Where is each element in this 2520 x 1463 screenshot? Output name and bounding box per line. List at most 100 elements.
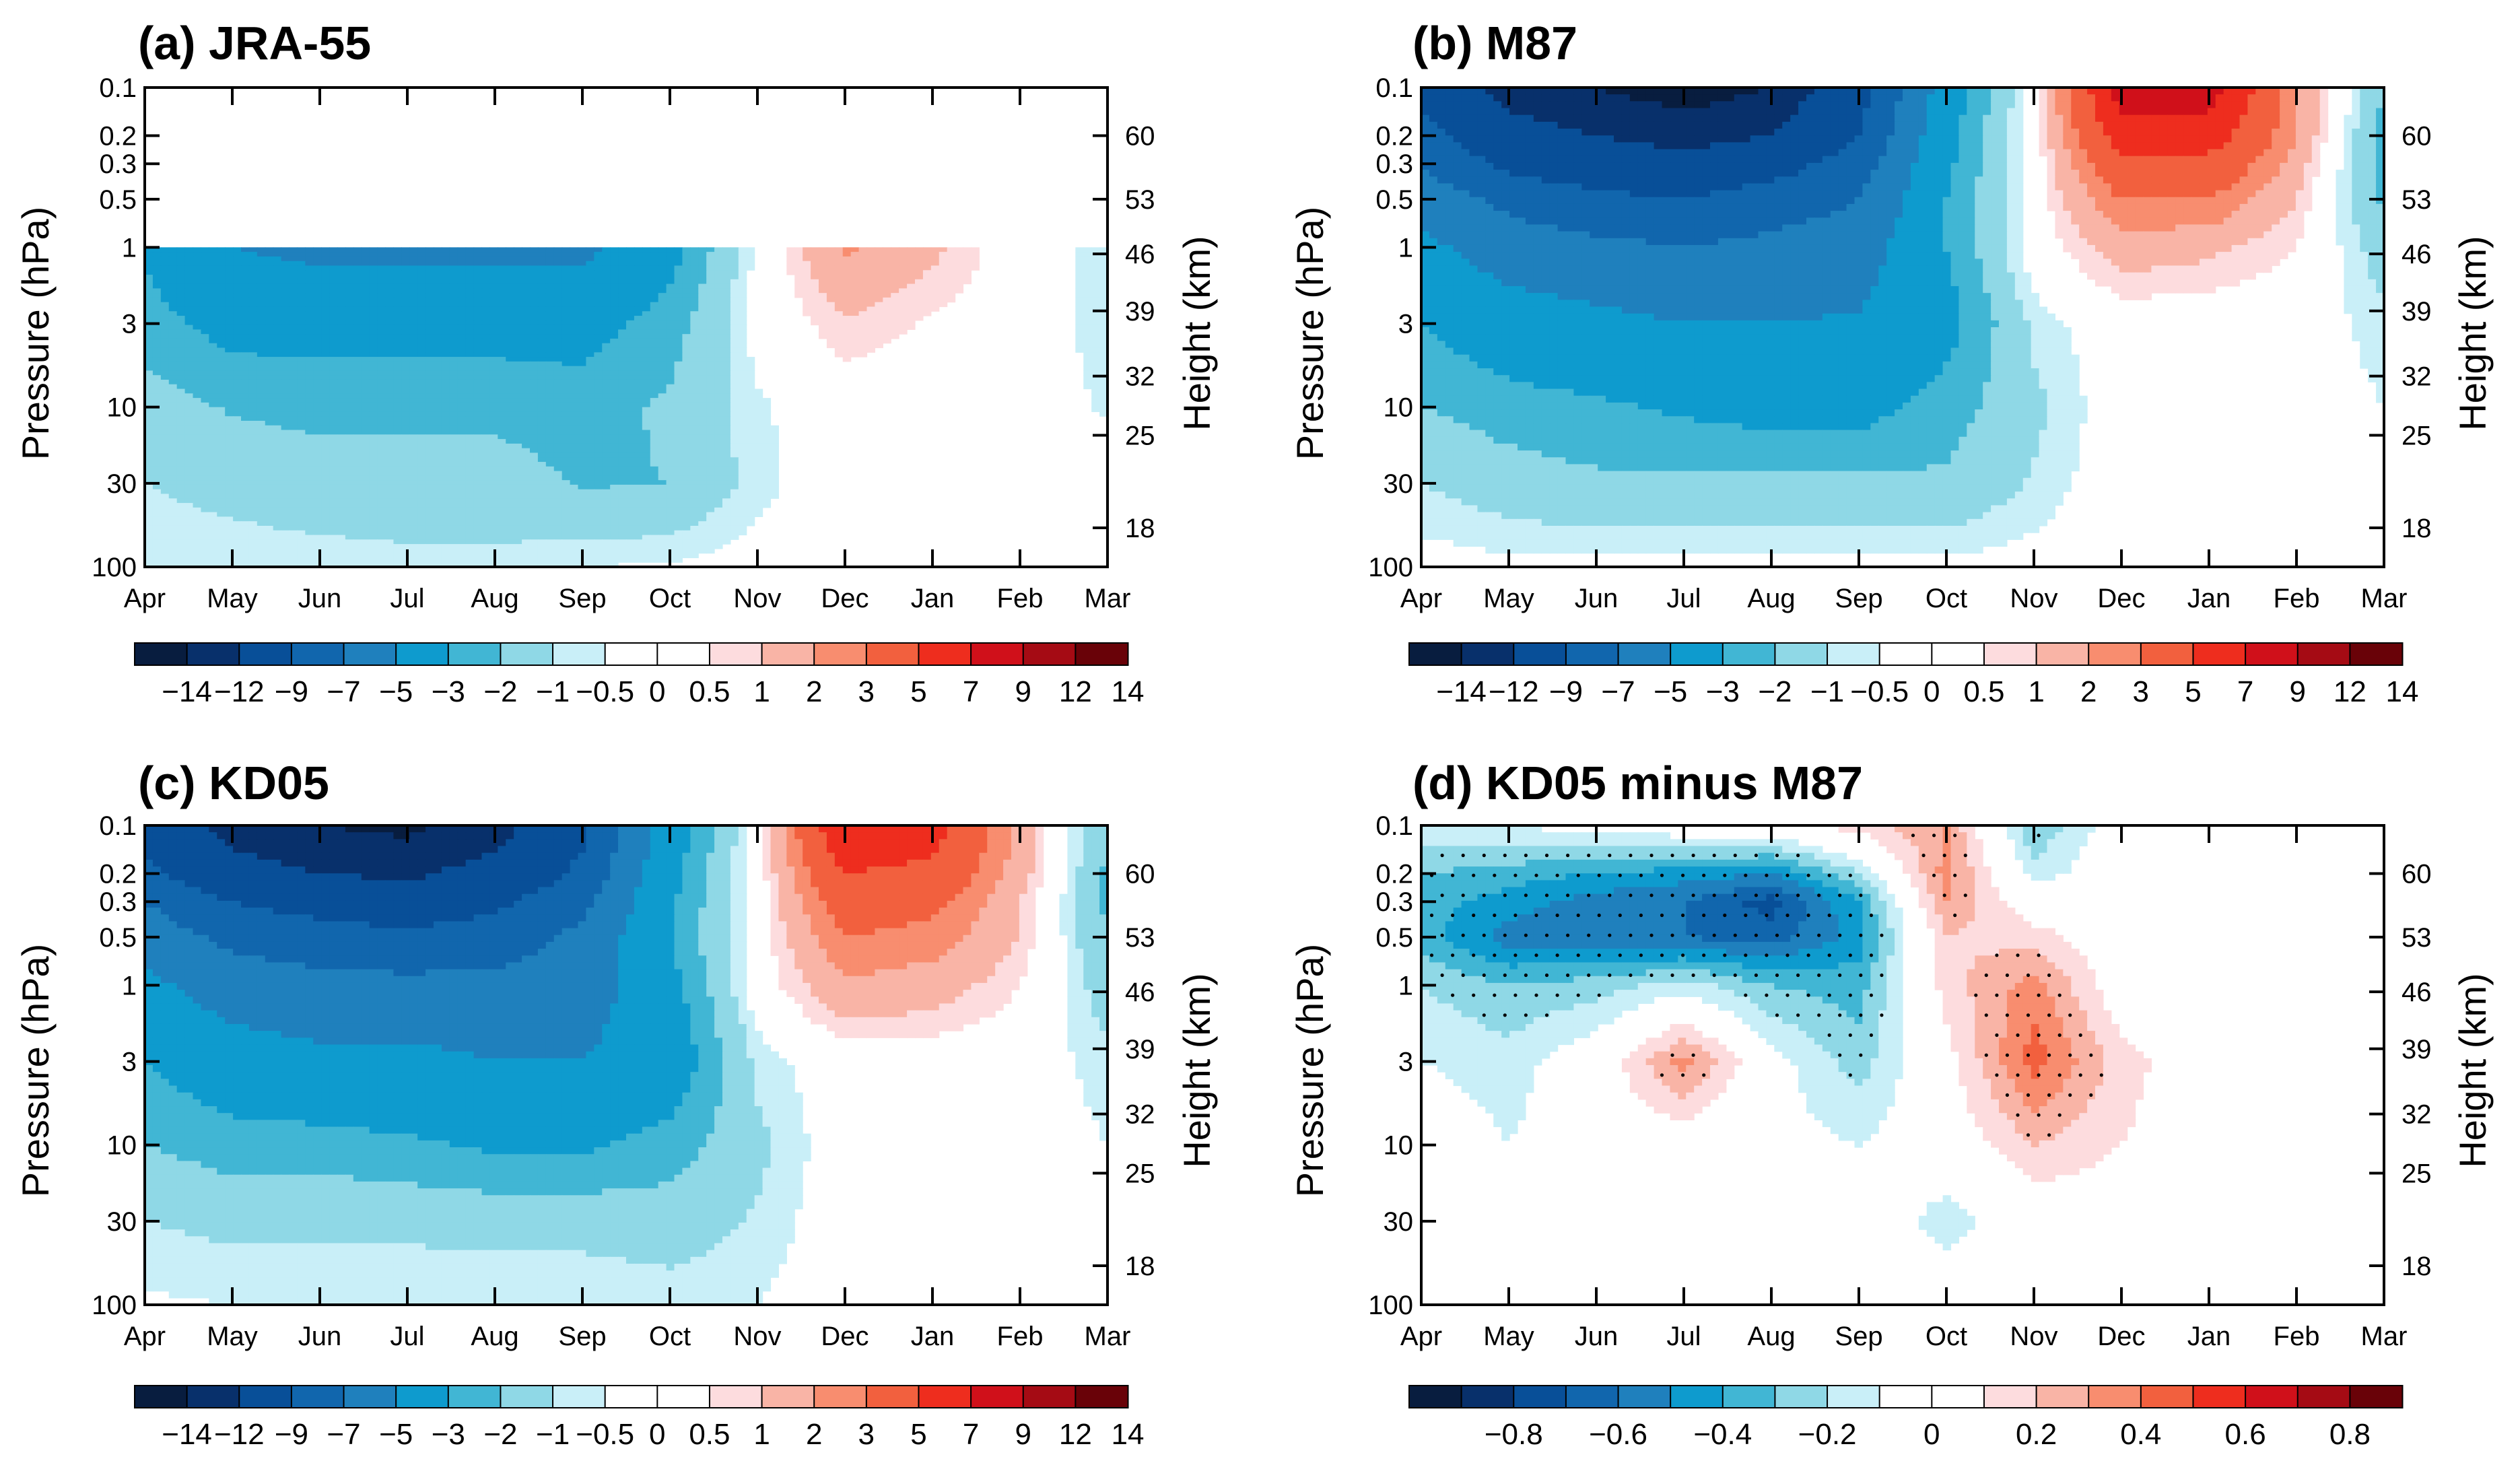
contour-cell [891,306,899,311]
contour-cell [241,316,250,320]
contour-cell [498,293,506,298]
contour-cell [698,252,707,257]
contour-cell [939,279,948,284]
contour-cell [273,298,282,302]
contour-cell [714,288,723,293]
contour-cell [241,252,250,257]
contour-cell [177,279,186,284]
contour-cell [827,306,836,311]
contour-cell [305,298,314,302]
contour-cell [353,284,362,289]
contour-cell [658,306,667,311]
contour-cell [297,270,306,275]
contour-cell [658,275,667,279]
contour-cell [185,288,194,293]
contour-cell [562,302,571,307]
contour-cell [1083,270,1092,275]
contour-cell [409,316,418,320]
contour-cell [498,302,506,307]
contour-cell [514,247,522,252]
contour-cell [265,247,274,252]
contour-cell [915,275,924,279]
contour-cell [714,298,723,302]
contour-cell [498,252,506,257]
contour-cell [353,288,362,293]
contour-cell [690,252,699,257]
contour-cell [378,302,386,307]
contour-cell [650,252,659,257]
contour-cell [875,261,883,266]
contour-cell [482,265,491,270]
contour-cell [442,257,450,261]
contour-cell [417,284,426,289]
contour-cell [474,279,483,284]
contour-cell [915,265,924,270]
contour-cell [947,252,956,257]
contour-cell [682,252,691,257]
contour-cell [425,270,434,275]
contour-cell [843,261,852,266]
contour-cell [362,270,370,275]
contour-cell [153,288,162,293]
contour-cell [714,275,723,279]
contour-cell [489,257,498,261]
contour-cell [257,279,266,284]
contour-cell [273,252,282,257]
contour-cell [562,257,571,261]
contour-cell [297,275,306,279]
contour-cell [690,288,699,293]
contour-cell [225,306,234,311]
contour-cell [466,284,475,289]
contour-cell [706,302,715,307]
contour-cell [161,298,170,302]
contour-cell [482,261,491,266]
contour-cell [530,284,539,289]
contour-cell [386,306,395,311]
contour-cell [642,298,651,302]
contour-cell [1091,275,1100,279]
contour-cell [442,275,450,279]
contour-cell [939,298,948,302]
contour-cell [947,275,956,279]
contour-cell [530,302,539,307]
contour-cell [273,261,282,266]
contour-cell [747,265,755,270]
contour-cell [562,252,571,257]
contour-cell [225,275,234,279]
contour-cell [345,288,354,293]
contour-cell [161,311,170,316]
contour-cell [883,302,891,307]
contour-cell [851,288,860,293]
contour-cell [233,270,242,275]
contour-cell [546,252,555,257]
contour-cell [409,298,418,302]
contour-cell [658,247,667,252]
contour-cell [819,279,827,284]
contour-cell [193,306,202,311]
contour-cell [378,247,386,252]
contour-cell [675,284,683,289]
contour-cell [650,284,659,289]
contour-cell [201,247,209,252]
contour-cell [321,270,330,275]
contour-cell [265,293,274,298]
contour-cell [466,298,475,302]
contour-cell [554,265,563,270]
contour-cell [209,288,217,293]
contour-cell [698,293,707,298]
contour-cell [538,288,547,293]
contour-cell [353,270,362,275]
contour-cell [875,270,883,275]
contour-cell [337,302,346,307]
contour-cell [1091,257,1100,261]
contour-cell [337,265,346,270]
contour-cell [393,293,402,298]
contour-cell [442,298,450,302]
contour-cell [1083,279,1092,284]
contour-cell [337,261,346,266]
contour-cell [610,252,619,257]
contour-cell [522,252,531,257]
contour-cell [450,265,458,270]
contour-cell [570,293,579,298]
contour-cell [257,284,266,289]
